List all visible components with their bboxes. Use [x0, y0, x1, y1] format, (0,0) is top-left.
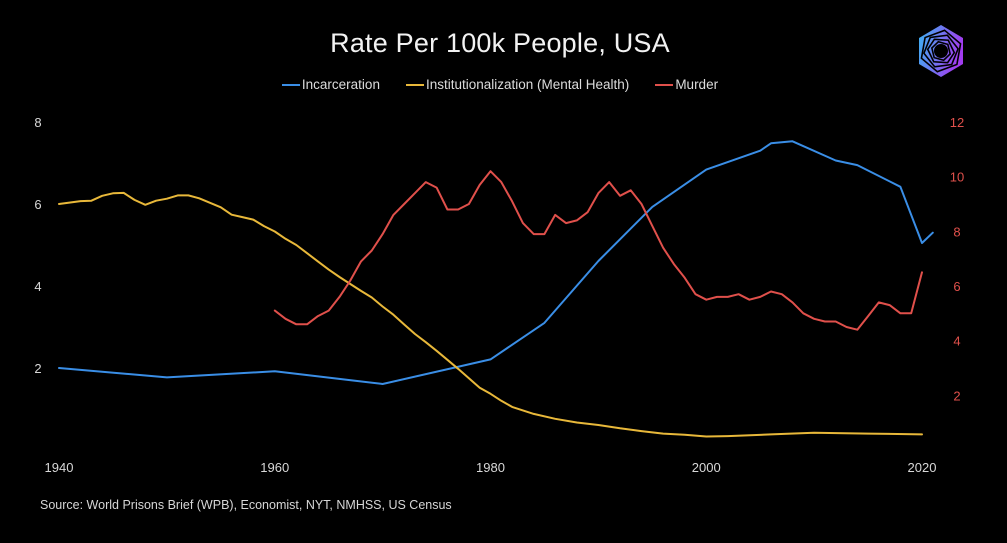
- y-tick-label-left: 2: [34, 361, 41, 376]
- legend-label-incarceration: Incarceration: [301, 77, 380, 92]
- y-tick-label-right: 4: [953, 334, 960, 349]
- legend-swatch-murder: [655, 83, 674, 86]
- x-tick-label: 2020: [908, 460, 937, 475]
- y-tick-label-right: 8: [953, 224, 960, 239]
- y-tick-label-left: 4: [34, 279, 41, 294]
- y-axis-left-ticks: 2 4 6 8: [34, 115, 41, 376]
- x-tick-label: 1940: [45, 460, 74, 475]
- legend-item-murder[interactable]: Murder: [655, 77, 718, 92]
- x-tick-label: 1980: [476, 460, 505, 475]
- chart-legend: Incarceration Institutionalization (Ment…: [0, 77, 1000, 92]
- series-line-incarceration: [58, 140, 934, 385]
- y-tick-label-right: 2: [953, 388, 960, 403]
- y-tick-label-right: 10: [950, 170, 964, 185]
- y-tick-label-left: 8: [34, 115, 41, 130]
- series-lines: [58, 140, 934, 438]
- legend-label-murder: Murder: [675, 77, 719, 92]
- y-tick-label-right: 12: [950, 115, 964, 130]
- x-tick-label: 1960: [260, 460, 289, 475]
- legend-item-incarceration[interactable]: Incarceration: [281, 77, 380, 92]
- chart-title: Rate Per 100k People, USA: [330, 28, 670, 58]
- legend-swatch-institutionalization: [405, 83, 424, 86]
- y-tick-label-right: 6: [953, 279, 960, 294]
- y-tick-label-left: 6: [34, 197, 41, 212]
- series-line-murder: [273, 170, 923, 331]
- x-axis-ticks: 1940 1960 1980 2000 2020: [45, 460, 937, 475]
- legend-label-institutionalization: Institutionalization (Mental Health): [425, 77, 630, 92]
- y-axis-right-ticks: 2 4 6 8 10 12: [950, 115, 964, 403]
- legend-item-institutionalization[interactable]: Institutionalization (Mental Health): [405, 77, 630, 92]
- hexagon-spiral-logo-icon: [912, 22, 970, 80]
- legend-swatch-incarceration: [281, 83, 300, 86]
- source-note: Source: World Prisons Brief (WPB), Econo…: [40, 498, 452, 512]
- series-line-institutionalization: [58, 191, 923, 438]
- x-tick-label: 2000: [692, 460, 721, 475]
